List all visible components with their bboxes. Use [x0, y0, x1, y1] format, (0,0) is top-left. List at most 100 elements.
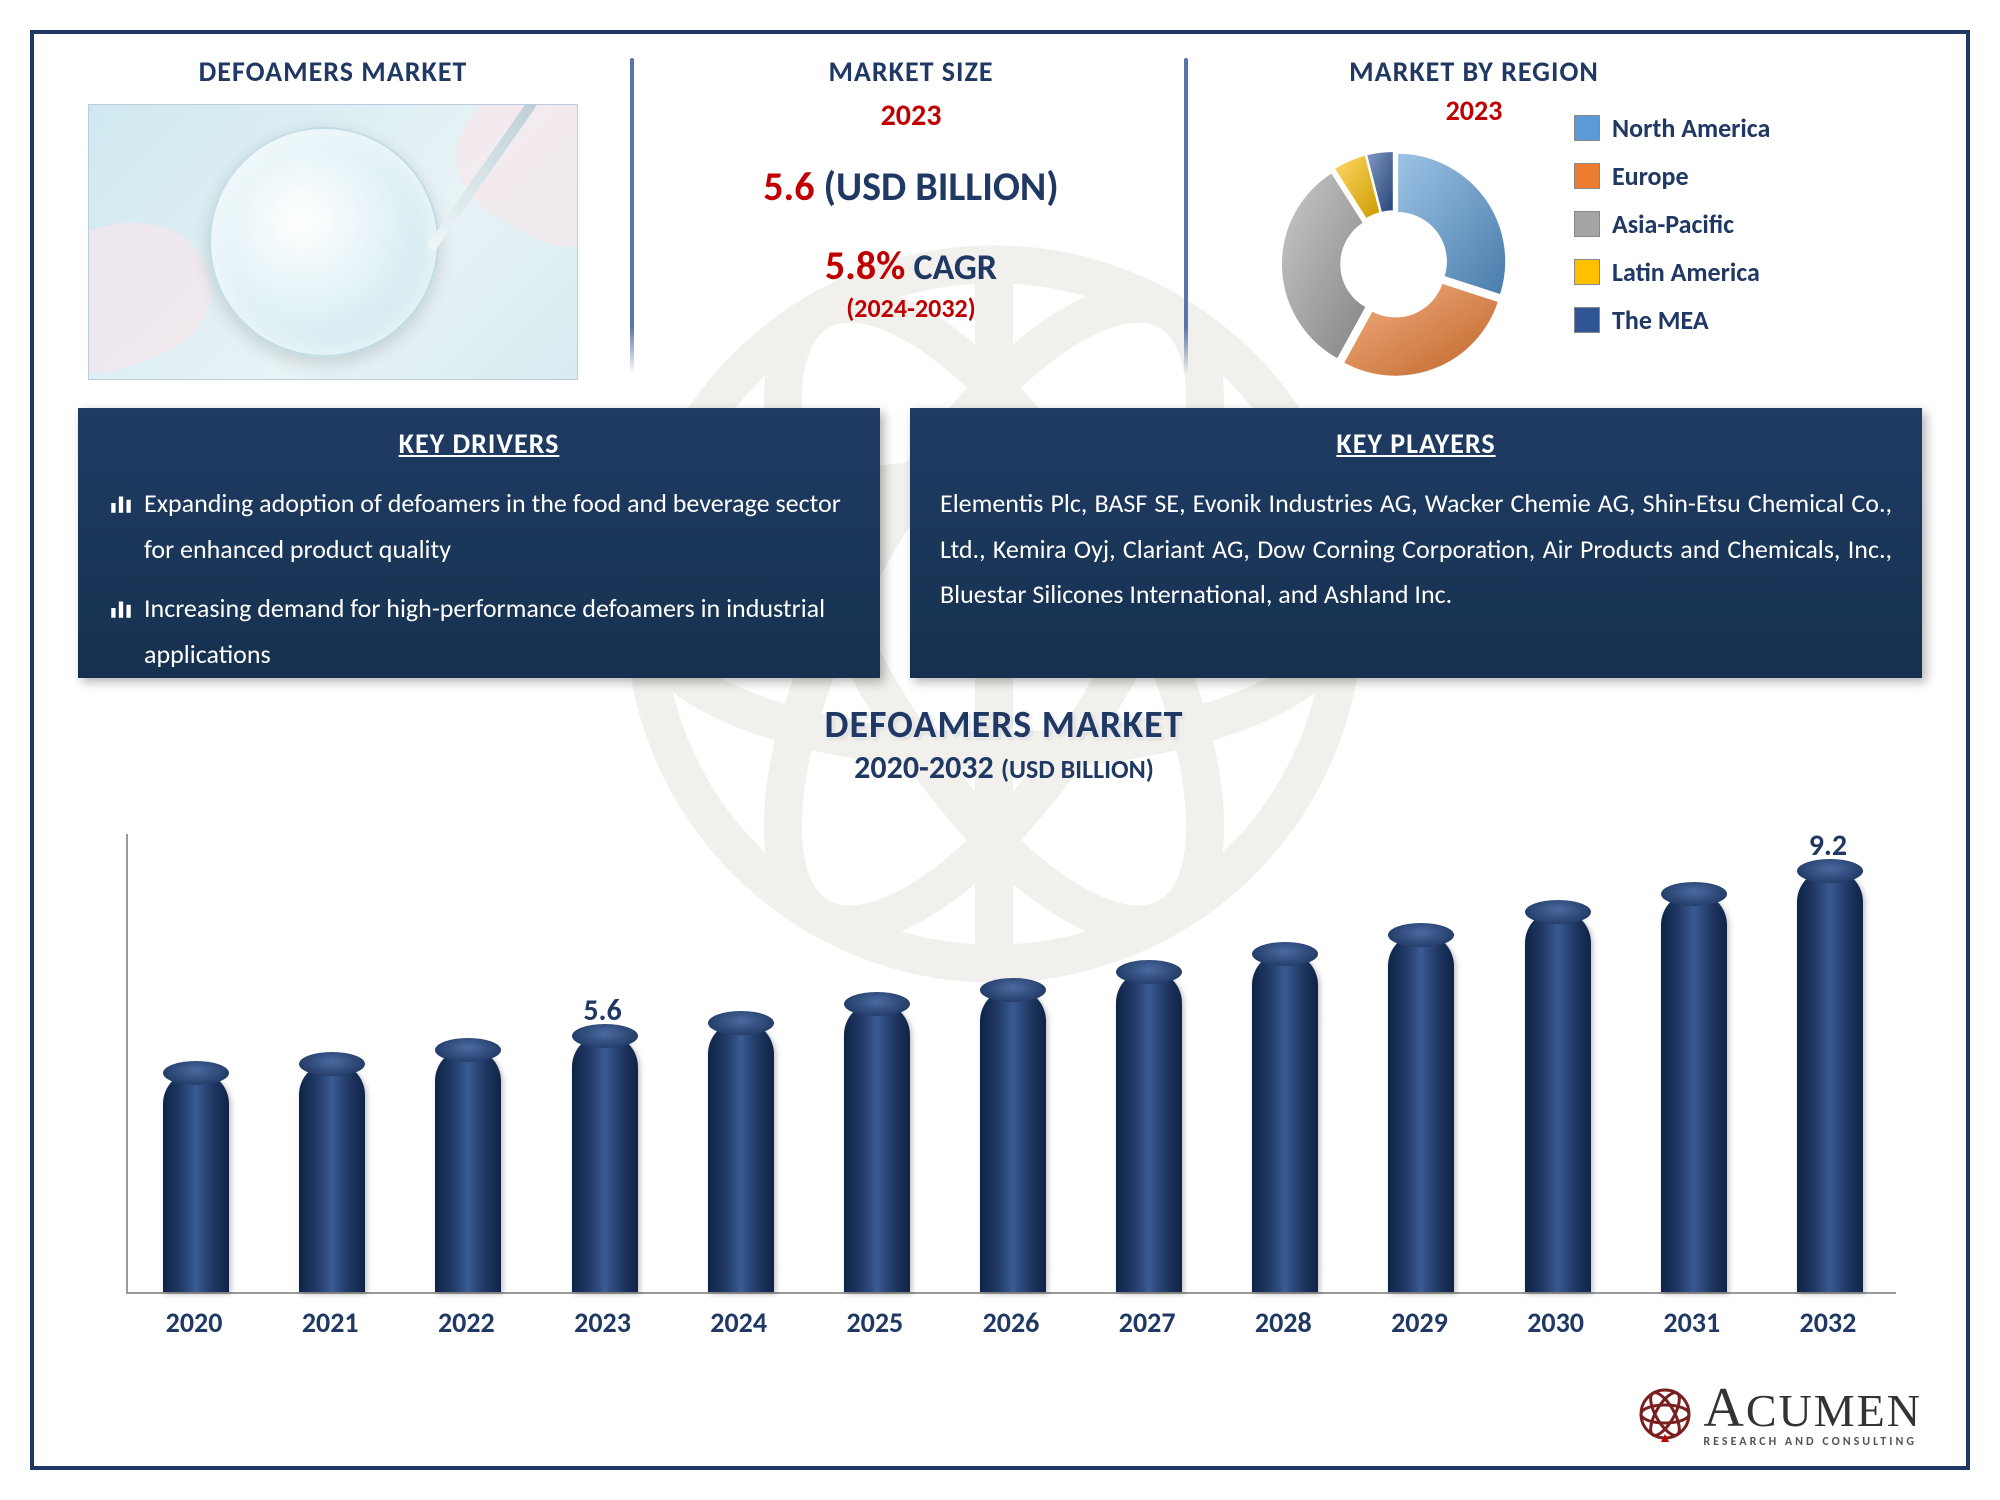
bar-value-label: 5.6: [538, 992, 668, 1029]
legend-item: North America: [1574, 112, 1770, 144]
key-players-title: KEY PLAYERS: [940, 426, 1892, 461]
key-drivers-body: Expanding adoption of defoamers in the f…: [108, 481, 850, 677]
bar: [708, 1021, 774, 1292]
bar-chart-icon: [108, 485, 144, 572]
bar-x-label: 2027: [1082, 1305, 1212, 1340]
donut-slice: [1398, 153, 1506, 295]
legend-item: Europe: [1574, 160, 1770, 192]
logo-name: ACUMEN: [1703, 1380, 1922, 1436]
vertical-divider: [630, 58, 634, 374]
bar-x-label: 2028: [1218, 1305, 1348, 1340]
market-size-number: 5.6: [763, 162, 814, 211]
bar: [1388, 933, 1454, 1292]
bar: [572, 1034, 638, 1292]
infographic-frame: DEFOAMERS MARKET MARKET SIZE 2023 5.6 (U…: [30, 30, 1970, 1470]
bar-x-label: 2020: [129, 1305, 259, 1340]
donut-slice: [1343, 283, 1498, 376]
legend-item: The MEA: [1574, 304, 1770, 336]
market-size-year: 2023: [646, 97, 1176, 134]
bar-cap: [1525, 900, 1591, 924]
hero-title: DEFOAMERS MARKET: [88, 54, 578, 89]
bar-cap: [1252, 942, 1318, 966]
logo-text: ACUMEN RESEARCH AND CONSULTING: [1703, 1380, 1922, 1448]
bar: [163, 1071, 229, 1292]
legend-label: Europe: [1612, 160, 1689, 192]
bar-cap: [1116, 960, 1182, 984]
driver-text: Expanding adoption of defoamers in the f…: [144, 481, 850, 572]
vertical-divider: [1184, 58, 1188, 374]
region-donut-chart: [1244, 134, 1544, 394]
legend-swatch: [1574, 211, 1600, 237]
legend-item: Latin America: [1574, 256, 1770, 288]
petri-dish-shape: [209, 127, 439, 357]
chart-title-unit: (USD BILLION): [1001, 753, 1154, 785]
bar-x-label: 2030: [1491, 1305, 1621, 1340]
bar-value-label: 9.2: [1763, 827, 1893, 864]
glove-left-shape: [88, 198, 228, 380]
legend-swatch: [1574, 259, 1600, 285]
legend-item: Asia-Pacific: [1574, 208, 1770, 240]
bar: [1116, 970, 1182, 1292]
legend-swatch: [1574, 307, 1600, 333]
bar-cap: [708, 1011, 774, 1035]
bar: [844, 1002, 910, 1292]
legend-label: North America: [1612, 112, 1770, 144]
bar-chart-title: DEFOAMERS MARKET 2020-2032 (USD BILLION): [34, 702, 1974, 787]
driver-item: Expanding adoption of defoamers in the f…: [108, 481, 850, 572]
driver-text: Increasing demand for high-performance d…: [144, 586, 850, 677]
bar-chart-icon: [108, 590, 144, 677]
bar-cap: [163, 1061, 229, 1085]
legend-label: The MEA: [1612, 304, 1709, 336]
bar-x-label: 2031: [1627, 1305, 1757, 1340]
market-size-unit: (USD BILLION): [824, 162, 1059, 211]
bar: [1525, 910, 1591, 1292]
key-players-box: KEY PLAYERS Elementis Plc, BASF SE, Evon…: [910, 408, 1922, 678]
bar: [1661, 892, 1727, 1292]
bar-cap: [1661, 882, 1727, 906]
bar-x-label: 2023: [538, 1305, 668, 1340]
bar-x-label: 2022: [401, 1305, 531, 1340]
market-size-value: 5.6 (USD BILLION): [646, 162, 1176, 211]
chart-title-line1: DEFOAMERS MARKET: [34, 702, 1974, 748]
market-size-panel: MARKET SIZE 2023 5.6 (USD BILLION) 5.8% …: [646, 54, 1176, 324]
legend-swatch: [1574, 163, 1600, 189]
cagr-label: CAGR: [913, 245, 997, 289]
region-legend: North America Europe Asia-Pacific Latin Ame…: [1574, 112, 1770, 352]
bar-x-label: 2032: [1763, 1305, 1893, 1340]
hero-image: [88, 104, 578, 380]
chart-title-line2: 2020-2032 (USD BILLION): [34, 748, 1974, 787]
market-size-title: MARKET SIZE: [646, 54, 1176, 89]
bar-chart-plot: [126, 834, 1896, 1294]
driver-item: Increasing demand for high-performance d…: [108, 586, 850, 677]
bar-x-label: 2021: [265, 1305, 395, 1340]
bar-cap: [435, 1038, 501, 1062]
region-panel: MARKET BY REGION 2023 North AmericaEurop…: [1204, 54, 1944, 128]
bar-x-label: 2024: [674, 1305, 804, 1340]
chart-title-range: 2020-2032: [854, 748, 994, 787]
logo-globe-icon: [1637, 1386, 1693, 1442]
brand-logo: ACUMEN RESEARCH AND CONSULTING: [1637, 1380, 1922, 1448]
bar-cap: [299, 1052, 365, 1076]
bar-cap: [844, 992, 910, 1016]
market-cagr: 5.8% CAGR: [646, 241, 1176, 290]
legend-swatch: [1574, 115, 1600, 141]
key-drivers-box: KEY DRIVERS Expanding adoption of defoam…: [78, 408, 880, 678]
cagr-period: (2024-2032): [646, 292, 1176, 324]
bar-chart: 2020202120225.62023202420252026202720282…: [104, 794, 1904, 1354]
legend-label: Asia-Pacific: [1612, 208, 1734, 240]
bar-x-label: 2026: [946, 1305, 1076, 1340]
bar-cap: [980, 978, 1046, 1002]
key-drivers-title: KEY DRIVERS: [108, 426, 850, 461]
cagr-pct: 5.8%: [825, 241, 905, 290]
logo-tagline: RESEARCH AND CONSULTING: [1703, 1436, 1922, 1448]
key-players-text: Elementis Plc, BASF SE, Evonik Industrie…: [940, 481, 1892, 618]
bar: [299, 1062, 365, 1292]
bar: [435, 1048, 501, 1292]
bar: [1252, 952, 1318, 1292]
bar-x-label: 2029: [1354, 1305, 1484, 1340]
bar-x-label: 2025: [810, 1305, 940, 1340]
bar-cap: [1388, 923, 1454, 947]
bar: [980, 988, 1046, 1292]
bar: [1797, 869, 1863, 1292]
glove-right-shape: [434, 104, 578, 271]
